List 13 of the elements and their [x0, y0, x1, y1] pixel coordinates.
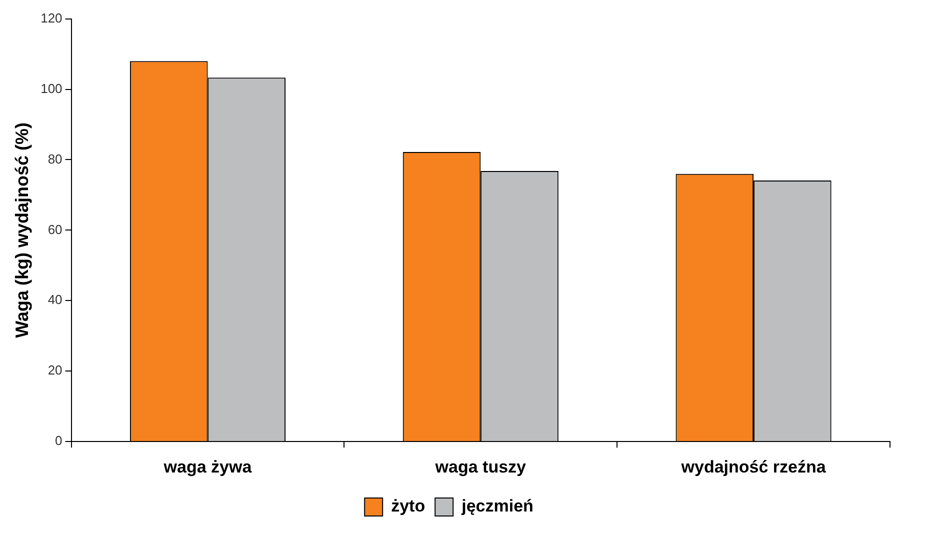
legend-label: jęczmień	[460, 496, 534, 516]
y-tick-label: 80	[48, 151, 62, 166]
x-tick-label: waga tuszy	[434, 457, 527, 476]
y-tick-label: 0	[55, 433, 62, 448]
y-tick-label: 120	[40, 10, 62, 26]
y-tick-label: 20	[48, 362, 62, 378]
y-tick-label: 60	[48, 222, 62, 237]
x-tick-label: wydajność rzeźna	[680, 457, 826, 476]
y-tick-label: 100	[40, 80, 62, 96]
x-tick-label: waga żywa	[162, 457, 252, 476]
y-tick-label: 40	[48, 292, 62, 308]
y-axis-title: Waga (kg) wydajność (%)	[12, 122, 32, 338]
legend-label: żyto	[391, 496, 426, 516]
